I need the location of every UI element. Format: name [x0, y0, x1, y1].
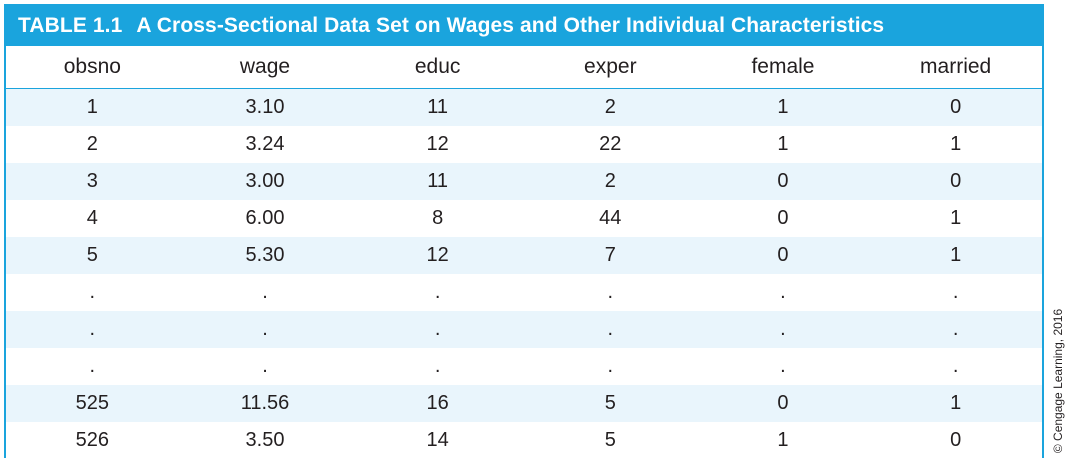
- cell-wage: .: [178, 311, 352, 348]
- cell-exper: .: [523, 348, 697, 385]
- header-married: married: [869, 46, 1042, 89]
- cell-obsno: 1: [6, 88, 179, 126]
- cell-married: .: [869, 348, 1042, 385]
- cell-female: .: [696, 311, 870, 348]
- header-exper: exper: [523, 46, 697, 89]
- cell-obsno: .: [6, 274, 179, 311]
- cell-married: 1: [869, 385, 1042, 422]
- cell-female: 0: [696, 200, 870, 237]
- header-educ: educ: [351, 46, 524, 89]
- cell-married: 1: [869, 126, 1042, 163]
- header-row: obsno wage educ exper female married: [6, 46, 1042, 89]
- cell-obsno: 526: [6, 422, 179, 459]
- cell-exper: .: [523, 274, 697, 311]
- cell-wage: 3.24: [178, 126, 352, 163]
- cell-married: 0: [869, 163, 1042, 200]
- cell-wage: 3.00: [178, 163, 352, 200]
- table-row: 1 3.10 11 2 1 0: [6, 88, 1042, 126]
- table-row: 525 11.56 16 5 0 1: [6, 385, 1042, 422]
- table-row: 526 3.50 14 5 1 0: [6, 422, 1042, 459]
- cell-female: .: [696, 348, 870, 385]
- cell-female: .: [696, 274, 870, 311]
- cell-obsno: .: [6, 348, 179, 385]
- cell-exper: 5: [523, 422, 697, 459]
- table-row: 2 3.24 12 22 1 1: [6, 126, 1042, 163]
- cell-educ: 16: [351, 385, 524, 422]
- cell-obsno: 5: [6, 237, 179, 274]
- cell-female: 1: [696, 126, 870, 163]
- cell-educ: .: [351, 274, 524, 311]
- cell-educ: .: [351, 311, 524, 348]
- cell-female: 1: [696, 422, 870, 459]
- header-wage: wage: [178, 46, 352, 89]
- cell-exper: 5: [523, 385, 697, 422]
- cell-educ: 8: [351, 200, 524, 237]
- cell-exper: 7: [523, 237, 697, 274]
- cell-female: 0: [696, 385, 870, 422]
- cell-exper: .: [523, 311, 697, 348]
- cell-wage: 6.00: [178, 200, 352, 237]
- cell-educ: 11: [351, 163, 524, 200]
- header-obsno: obsno: [6, 46, 179, 89]
- table-row-ellipsis: . . . . . .: [6, 274, 1042, 311]
- table-row: 5 5.30 12 7 0 1: [6, 237, 1042, 274]
- cell-married: 1: [869, 237, 1042, 274]
- table-row-ellipsis: . . . . . .: [6, 348, 1042, 385]
- cell-educ: .: [351, 348, 524, 385]
- cell-exper: 44: [523, 200, 697, 237]
- cell-married: .: [869, 311, 1042, 348]
- cell-married: 0: [869, 422, 1042, 459]
- cell-married: 0: [869, 88, 1042, 126]
- cell-obsno: .: [6, 311, 179, 348]
- cell-educ: 12: [351, 237, 524, 274]
- cell-wage: .: [178, 274, 352, 311]
- cell-married: 1: [869, 200, 1042, 237]
- cell-obsno: 525: [6, 385, 179, 422]
- cell-wage: 11.56: [178, 385, 352, 422]
- cell-female: 1: [696, 88, 870, 126]
- table-title-bar: TABLE 1.1 A Cross-Sectional Data Set on …: [6, 6, 1042, 46]
- cell-married: .: [869, 274, 1042, 311]
- cell-female: 0: [696, 163, 870, 200]
- cell-wage: 5.30: [178, 237, 352, 274]
- cell-female: 0: [696, 237, 870, 274]
- table-title: A Cross-Sectional Data Set on Wages and …: [136, 14, 885, 37]
- cell-wage: 3.10: [178, 88, 352, 126]
- copyright-text: © Cengage Learning, 2016: [1051, 308, 1066, 454]
- cell-obsno: 3: [6, 163, 179, 200]
- copyright-notice: © Cengage Learning, 2016: [1046, 300, 1070, 462]
- data-table-frame: TABLE 1.1 A Cross-Sectional Data Set on …: [4, 4, 1044, 459]
- table-row-ellipsis: . . . . . .: [6, 311, 1042, 348]
- header-female: female: [696, 46, 870, 89]
- cell-wage: .: [178, 348, 352, 385]
- cell-wage: 3.50: [178, 422, 352, 459]
- cell-exper: 2: [523, 88, 697, 126]
- table-row: 3 3.00 11 2 0 0: [6, 163, 1042, 200]
- cell-educ: 12: [351, 126, 524, 163]
- table-row: 4 6.00 8 44 0 1: [6, 200, 1042, 237]
- data-table: obsno wage educ exper female married 1 3…: [6, 46, 1042, 459]
- cell-obsno: 4: [6, 200, 179, 237]
- cell-exper: 22: [523, 126, 697, 163]
- cell-exper: 2: [523, 163, 697, 200]
- cell-educ: 14: [351, 422, 524, 459]
- cell-obsno: 2: [6, 126, 179, 163]
- cell-educ: 11: [351, 88, 524, 126]
- table-number: TABLE 1.1: [18, 14, 123, 37]
